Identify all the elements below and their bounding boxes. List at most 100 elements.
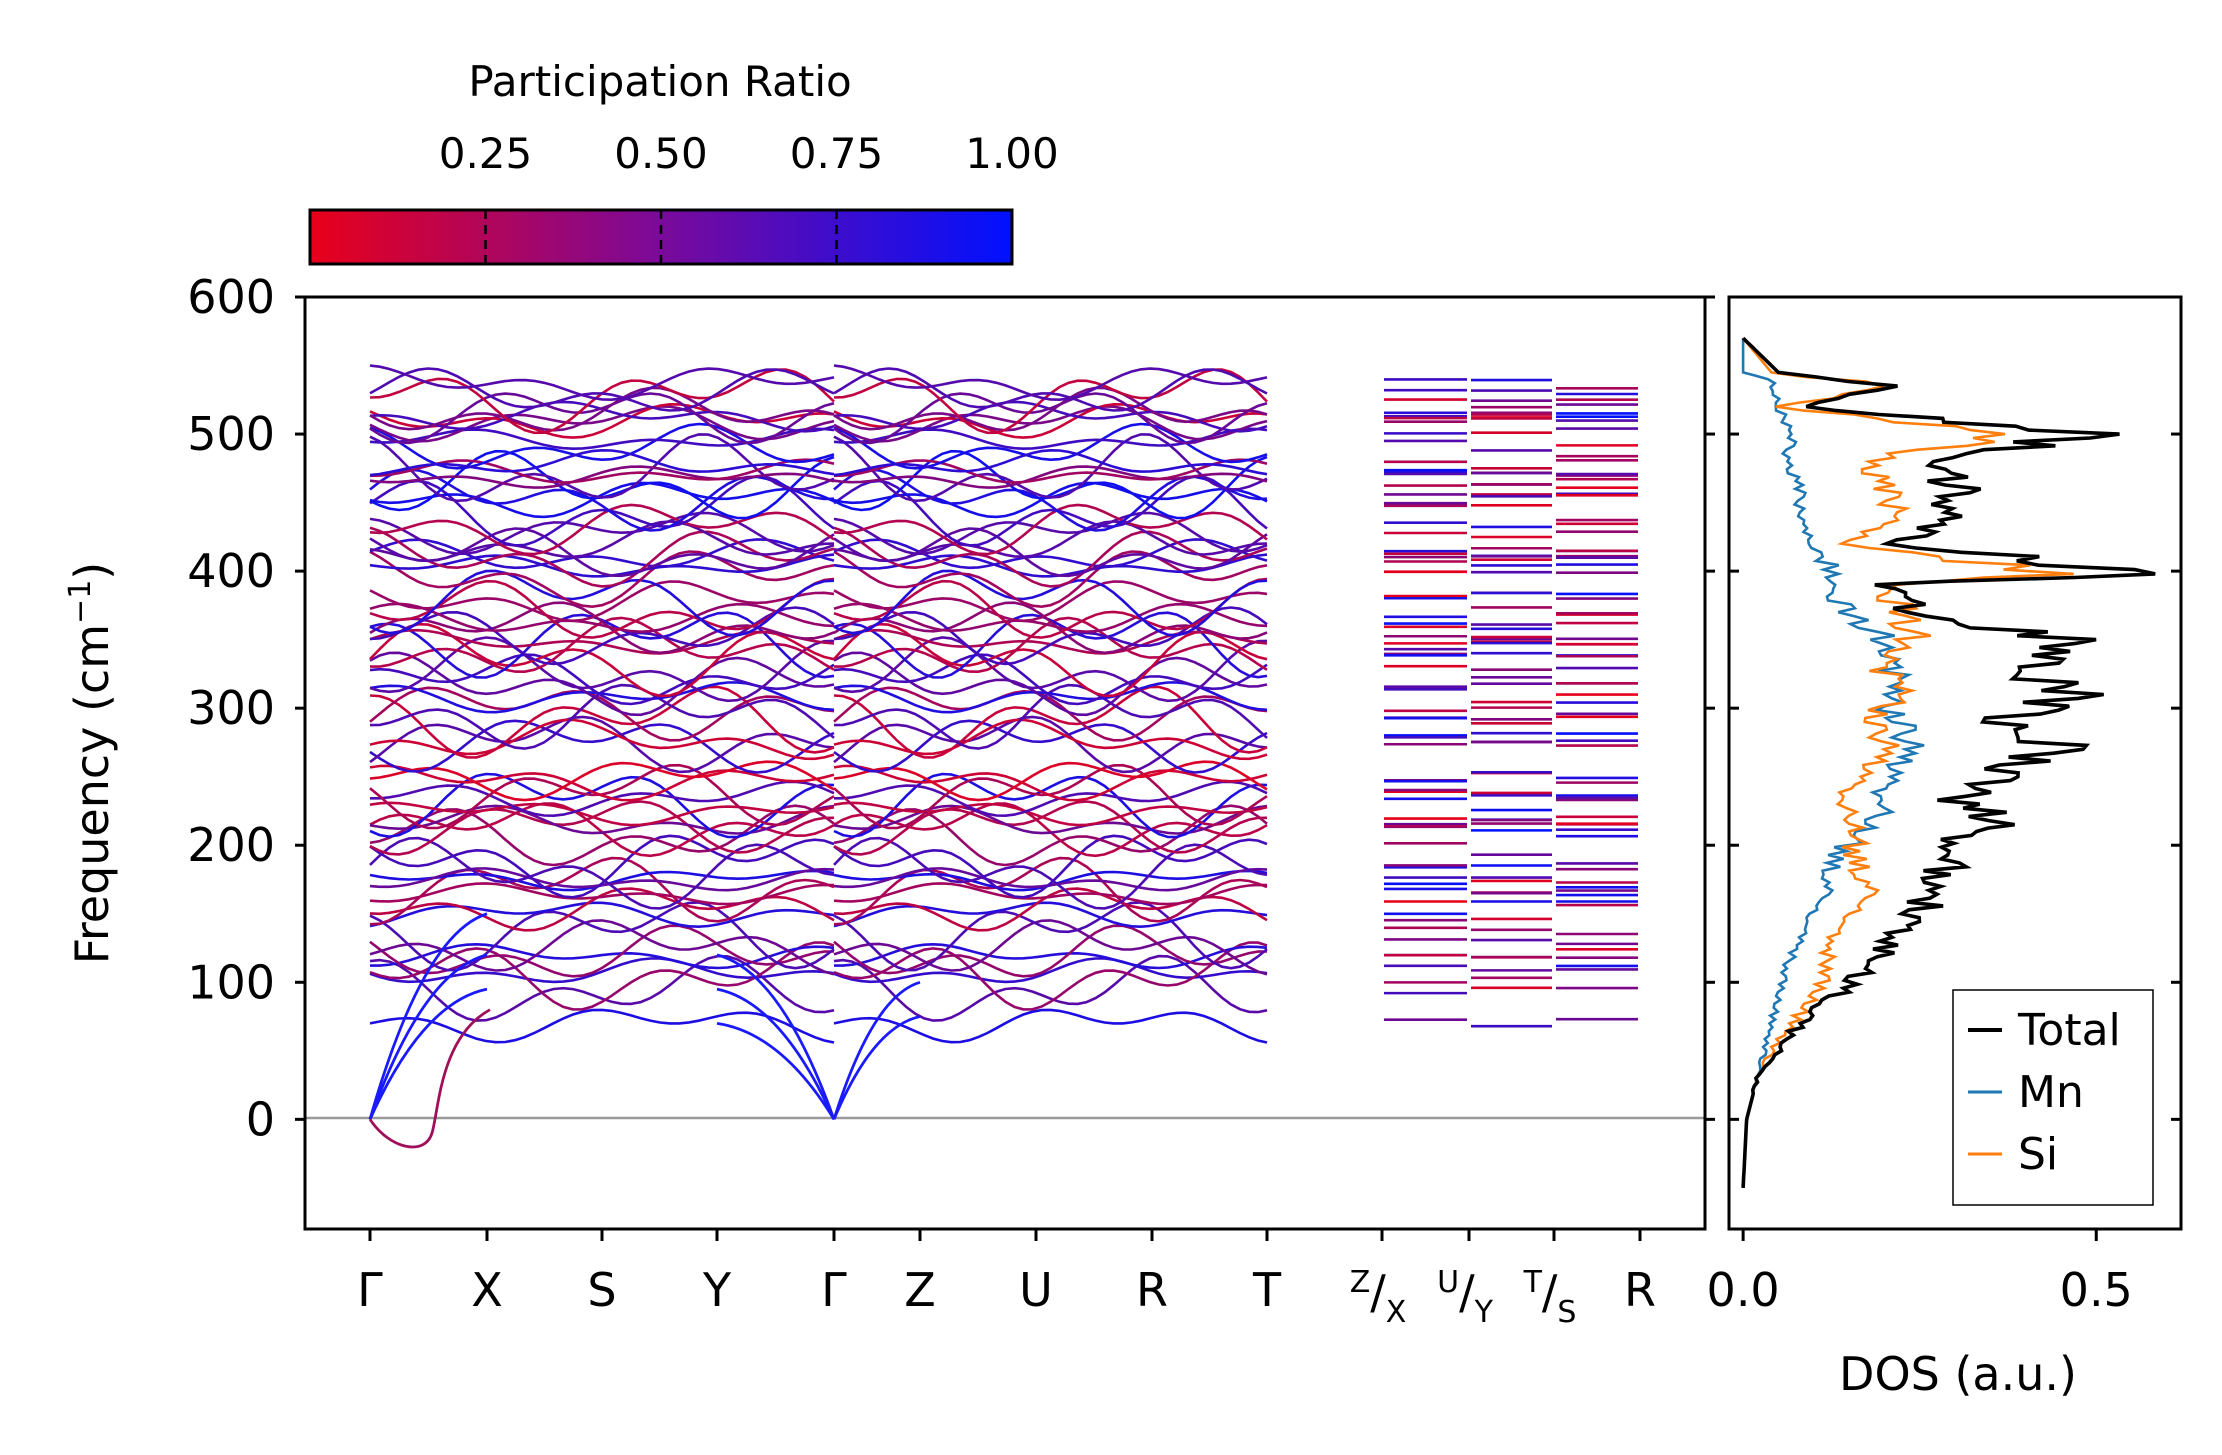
phonon-band — [370, 942, 835, 970]
phonon-band — [833, 719, 1268, 774]
phonon-band — [369, 553, 835, 578]
phonon-band — [833, 718, 1268, 761]
dos-panel: 0.0 0.5 DOS (a.u.) Total Mn Si — [1707, 295, 2183, 1401]
kpoint-label: T — [1252, 1263, 1282, 1317]
phonon-band — [369, 651, 835, 717]
phonon-band — [833, 651, 1268, 717]
phonon-band — [833, 526, 1268, 588]
y-tick-label: 400 — [187, 544, 275, 598]
phonon-band — [369, 364, 835, 402]
phonon-band — [833, 941, 1268, 1011]
phonon-band — [833, 834, 1268, 899]
phonon-band — [833, 427, 1268, 451]
legend-label: Mn — [2018, 1067, 2084, 1118]
dos-panel-frame — [1727, 295, 2183, 1231]
phonon-band — [369, 527, 835, 578]
y-tick-label: 200 — [187, 818, 275, 872]
phonon-band — [369, 901, 835, 929]
phonon-band — [369, 427, 835, 451]
phonon-band — [369, 804, 835, 835]
phonon-band — [369, 400, 835, 433]
phonon-band — [369, 801, 835, 827]
acoustic-branch — [368, 953, 488, 1120]
acoustic-branch — [716, 953, 836, 1120]
legend-label: Si — [2018, 1129, 2058, 1180]
band-structure-panel: 0 100 200 300 400 500 600 Γ X S Y Γ Z U R T Z/X U/Y T/S R F… — [63, 270, 1715, 1330]
phonon-band — [369, 550, 835, 609]
phonon-band — [833, 553, 1268, 578]
phonon-band — [369, 448, 835, 477]
phonon-band — [369, 577, 835, 639]
kpoint-label: R — [1624, 1263, 1656, 1317]
phonon-band — [369, 653, 835, 706]
legend: Total Mn Si — [1952, 989, 2154, 1206]
colorbar-tick-label: 0.50 — [614, 129, 708, 178]
phonon-band — [369, 882, 835, 906]
acoustic-branch — [716, 987, 836, 1120]
phonon-bands — [368, 364, 1638, 1149]
phonon-band — [833, 685, 1268, 759]
phonon-band — [833, 405, 1268, 443]
phonon-band — [369, 458, 835, 484]
phonon-band — [833, 836, 1268, 910]
phonon-band — [833, 386, 1268, 432]
dos-curves — [1741, 336, 2156, 1188]
phonon-band — [369, 683, 835, 750]
y-tick-label: 0 — [246, 1092, 275, 1146]
phonon-band — [369, 685, 835, 759]
dos-curve-si — [1741, 337, 2074, 1188]
phonon-band — [833, 449, 1268, 520]
phonon-band — [833, 683, 1268, 750]
phonon-band — [369, 1008, 835, 1044]
colorbar-tick-label: 1.00 — [965, 129, 1059, 178]
dos-x-tick-label: 0.5 — [2060, 1263, 2133, 1317]
dos-curve-total — [1741, 336, 2156, 1188]
kpoint-label: T/S — [1523, 1265, 1577, 1330]
phonon-band — [833, 520, 1268, 563]
phonon-band — [369, 836, 835, 910]
phonon-band — [369, 919, 835, 976]
phonon-band — [833, 804, 1268, 835]
phonon-band — [833, 867, 1268, 892]
phonon-band — [369, 715, 835, 774]
phonon-band — [369, 718, 835, 761]
phonon-band — [369, 405, 835, 443]
acoustic-branch — [832, 1015, 921, 1120]
phonon-band — [833, 367, 1268, 412]
phonon-band — [833, 901, 1268, 972]
phonon-band — [833, 801, 1268, 827]
y-axis-title: Frequency (cm−1) — [63, 562, 119, 965]
kpoint-label: Z/X — [1350, 1265, 1407, 1330]
phonon-band — [369, 764, 835, 802]
phonon-band — [369, 760, 835, 802]
kpoint-label: U/Y — [1437, 1265, 1493, 1330]
phonon-band — [833, 458, 1268, 484]
phonon-band — [369, 520, 835, 563]
acoustic-branch — [368, 912, 488, 1120]
phonon-band — [369, 538, 835, 570]
phonon-band — [834, 780, 1268, 818]
phonon-band — [369, 422, 835, 470]
phonon-band — [369, 772, 835, 839]
y-tick-label: 600 — [187, 270, 275, 324]
phonon-band — [369, 386, 835, 432]
phonon-band — [833, 465, 1268, 489]
colorbar-tick-label: 0.25 — [439, 129, 533, 178]
phonon-band — [833, 760, 1268, 802]
acoustic-branch — [716, 1022, 836, 1121]
kpoint-label: U — [1019, 1263, 1053, 1317]
phonon-band — [369, 834, 835, 899]
phonon-band — [369, 367, 835, 412]
phonon-band — [369, 602, 835, 634]
acoustic-branch — [368, 987, 488, 1120]
phonon-band — [833, 764, 1268, 802]
kpoint-label: Z — [904, 1263, 936, 1317]
legend-label: Total — [2017, 1005, 2121, 1056]
phonon-band — [833, 569, 1268, 637]
phonon-band — [369, 606, 835, 666]
phonon-band — [833, 422, 1268, 470]
phonon-band — [369, 580, 835, 623]
phonon-band — [833, 602, 1268, 634]
kpoint-label: S — [587, 1263, 616, 1317]
dos-curve-mn — [1741, 338, 1925, 1188]
